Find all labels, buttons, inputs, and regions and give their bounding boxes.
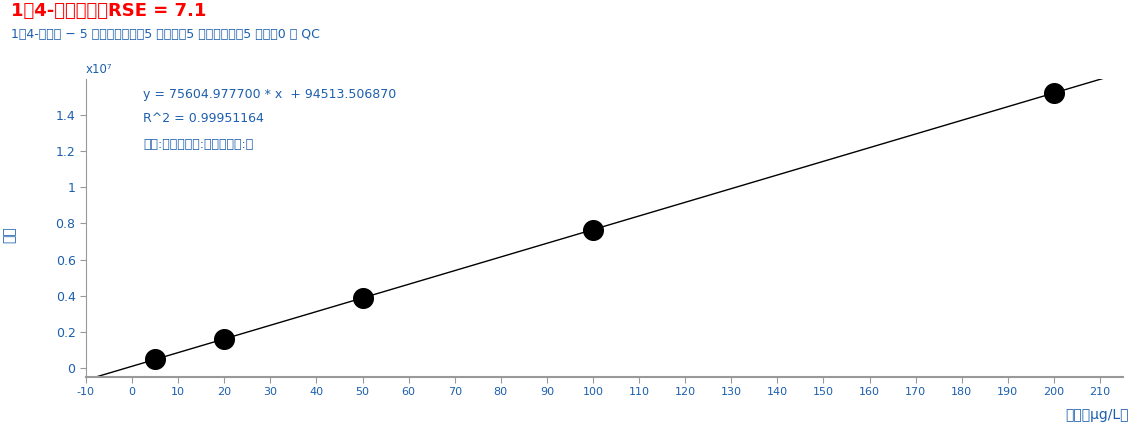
Text: 响应: 响应 (2, 226, 16, 243)
Text: R^2 = 0.99951164: R^2 = 0.99951164 (143, 112, 264, 125)
Text: 1，4-二氯苯 − 5 个级别，使用了5 个级别，5 个点，使用了5 个点，0 个 QC: 1，4-二氯苯 − 5 个级别，使用了5 个级别，5 个点，使用了5 个点，0 … (11, 28, 321, 41)
Point (146, 356, 164, 363)
Text: 1，4-二氯苯　％RSE = 7.1: 1，4-二氯苯 ％RSE = 7.1 (11, 2, 206, 20)
Point (353, 294, 371, 301)
Text: 浓度（μg/L）: 浓度（μg/L） (1066, 408, 1129, 422)
Point (583, 226, 602, 233)
Text: 类型:线性，原点:忽略，权重:无: 类型:线性，原点:忽略，权重:无 (143, 138, 253, 152)
Point (215, 336, 234, 343)
Point (1045, 89, 1063, 96)
Text: x10⁷: x10⁷ (86, 63, 112, 76)
Text: y = 75604.977700 * x  + 94513.506870: y = 75604.977700 * x + 94513.506870 (143, 88, 397, 101)
